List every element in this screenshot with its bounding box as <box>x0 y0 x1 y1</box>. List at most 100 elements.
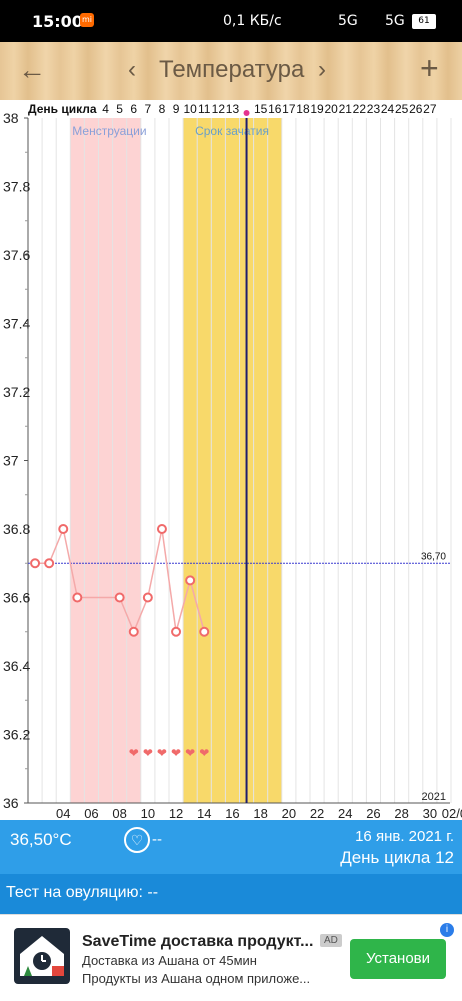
temperature-point <box>171 626 182 637</box>
cycle-day-tick: 8 <box>159 102 166 116</box>
cycle-day-tick: 20 <box>324 102 338 116</box>
y-tick-label: 37.8 <box>3 179 30 195</box>
menstruation-band <box>70 118 141 803</box>
heart-marker: ❤ <box>171 746 181 760</box>
x-tick-label: 08 <box>112 806 126 820</box>
intimacy-value: -- <box>152 831 162 848</box>
cycle-day-tick: 15 <box>254 102 268 116</box>
cycle-day-tick: 25 <box>395 102 409 116</box>
cycle-day-tick: 4 <box>102 102 109 116</box>
network-type-1: 5G <box>338 13 358 29</box>
temperature-chart[interactable]: 38 37.8 37.6 37.4 37.2 37 36.8 36.6 36.4 36.2 36 Де… <box>0 100 462 821</box>
temperature-segment <box>118 597 135 633</box>
chevron-right-icon[interactable]: › <box>318 56 326 83</box>
ad-title[interactable]: SaveTime доставка продукт... <box>82 933 314 950</box>
cycle-day-tick: 18 <box>296 102 310 116</box>
y-tick-label: 38 <box>3 110 19 126</box>
y-tick-label: 37.6 <box>3 247 30 263</box>
status-bar: 15:00 mi 0,1 КБ/с 5G 5G 61 <box>0 0 462 42</box>
heart-marker: ❤ <box>129 746 139 760</box>
x-tick-label: 02/01 <box>442 806 462 820</box>
x-tick-label: 28 <box>394 806 408 820</box>
heart-marker: ❤ <box>143 746 153 760</box>
cycle-day-tick: 21 <box>339 102 353 116</box>
temperature-point <box>199 626 210 637</box>
temperature-point <box>156 524 167 534</box>
chevron-left-icon[interactable]: ‹ <box>128 56 136 83</box>
x-tick-label: 22 <box>310 806 324 820</box>
battery-icon: 61 <box>412 14 436 29</box>
ad-banner[interactable]: SaveTime доставка продукт... AD Доставка… <box>0 914 462 1001</box>
ovulation-test-label: Тест на овуляцию: -- <box>6 884 159 901</box>
x-tick-label: 14 <box>197 806 211 820</box>
heart-marker: ❤ <box>185 746 195 760</box>
temperature-segment <box>62 528 79 598</box>
temperature-point <box>185 575 196 586</box>
x-tick-label: 16 <box>225 806 239 820</box>
page-title: Температура <box>159 56 305 83</box>
ad-line-1: Доставка из Ашана от 45мин <box>82 953 257 968</box>
cycle-day-tick: 24 <box>381 102 395 116</box>
menstruation-label: Менструации <box>72 124 146 138</box>
ovulation-test-row[interactable]: Тест на овуляцию: -- <box>0 874 462 914</box>
cycle-day-tick: 7 <box>145 102 152 116</box>
temperature-point <box>44 558 55 569</box>
y-tick-label: 37 <box>3 453 19 469</box>
temperature-segment <box>133 597 149 633</box>
selected-date: 16 янв. 2021 г. <box>355 828 454 845</box>
year-label: 2021 <box>422 791 446 803</box>
heart-marker: ❤ <box>199 746 209 760</box>
temperature-segment <box>147 528 163 598</box>
heart-icon[interactable]: ♡ <box>124 827 150 853</box>
x-tick-label: 12 <box>169 806 183 820</box>
current-temperature[interactable]: 36,50°C <box>10 830 72 849</box>
today-dot <box>243 110 250 116</box>
info-bar: 36,50°C ♡ -- 16 янв. 2021 г. День цикла … <box>0 820 462 874</box>
fertile-window-band <box>183 118 282 803</box>
x-tick-label: 24 <box>338 806 352 820</box>
temperature-segment <box>161 528 177 632</box>
coverline-label: 36,70 <box>421 551 446 562</box>
x-tick-label: 30 <box>423 806 437 820</box>
cycle-day-label: День цикла <box>28 102 97 116</box>
cycle-day-tick: 5 <box>116 102 123 116</box>
cycle-day-tick: 19 <box>310 102 324 116</box>
status-time: 15:00 <box>32 12 83 31</box>
x-tick-label: 10 <box>141 806 155 820</box>
x-tick-label: 04 <box>56 806 70 820</box>
mi-app-icon: mi <box>80 13 94 27</box>
temperature-point <box>72 592 83 603</box>
cycle-day-tick: 13 <box>226 102 240 116</box>
temperature-point <box>114 592 125 603</box>
cycle-day-tick: 23 <box>367 102 381 116</box>
ad-badge: AD <box>320 934 342 947</box>
ad-app-logo[interactable] <box>14 928 70 984</box>
back-arrow-icon[interactable]: ← <box>18 54 46 85</box>
x-tick-label: 26 <box>366 806 380 820</box>
cycle-day-tick: 17 <box>282 102 296 116</box>
x-tick-label: 20 <box>282 806 296 820</box>
y-tick-label: 36.8 <box>3 521 30 537</box>
cycle-day-tick: 27 <box>423 102 437 116</box>
fertile-window-label: Срок зачатия <box>195 124 269 138</box>
cycle-day-tick: 11 <box>198 102 211 116</box>
network-speed: 0,1 КБ/с <box>223 13 282 29</box>
heart-marker: ❤ <box>157 746 167 760</box>
temperature-segment <box>189 580 205 632</box>
x-tick-label: 06 <box>84 806 98 820</box>
y-tick-label: 36.2 <box>3 727 30 743</box>
cycle-day-tick: 10 <box>183 102 197 116</box>
y-tick-label: 37.2 <box>3 384 30 400</box>
install-button[interactable]: Установи <box>350 939 446 979</box>
cycle-day-tick: 9 <box>173 102 180 116</box>
cycle-day-tick: 26 <box>409 102 423 116</box>
temperature-point <box>142 592 153 603</box>
temperature-segment <box>48 528 64 564</box>
cycle-day-tick: 6 <box>130 102 137 116</box>
ad-info-icon[interactable]: i <box>440 923 454 937</box>
temperature-segment <box>175 580 191 632</box>
y-tick-label: 36.4 <box>3 658 30 674</box>
ad-line-2: Продукты из Ашана одном приложе... <box>82 971 311 986</box>
temperature-point <box>30 558 41 569</box>
add-entry-button[interactable]: + <box>420 50 439 86</box>
